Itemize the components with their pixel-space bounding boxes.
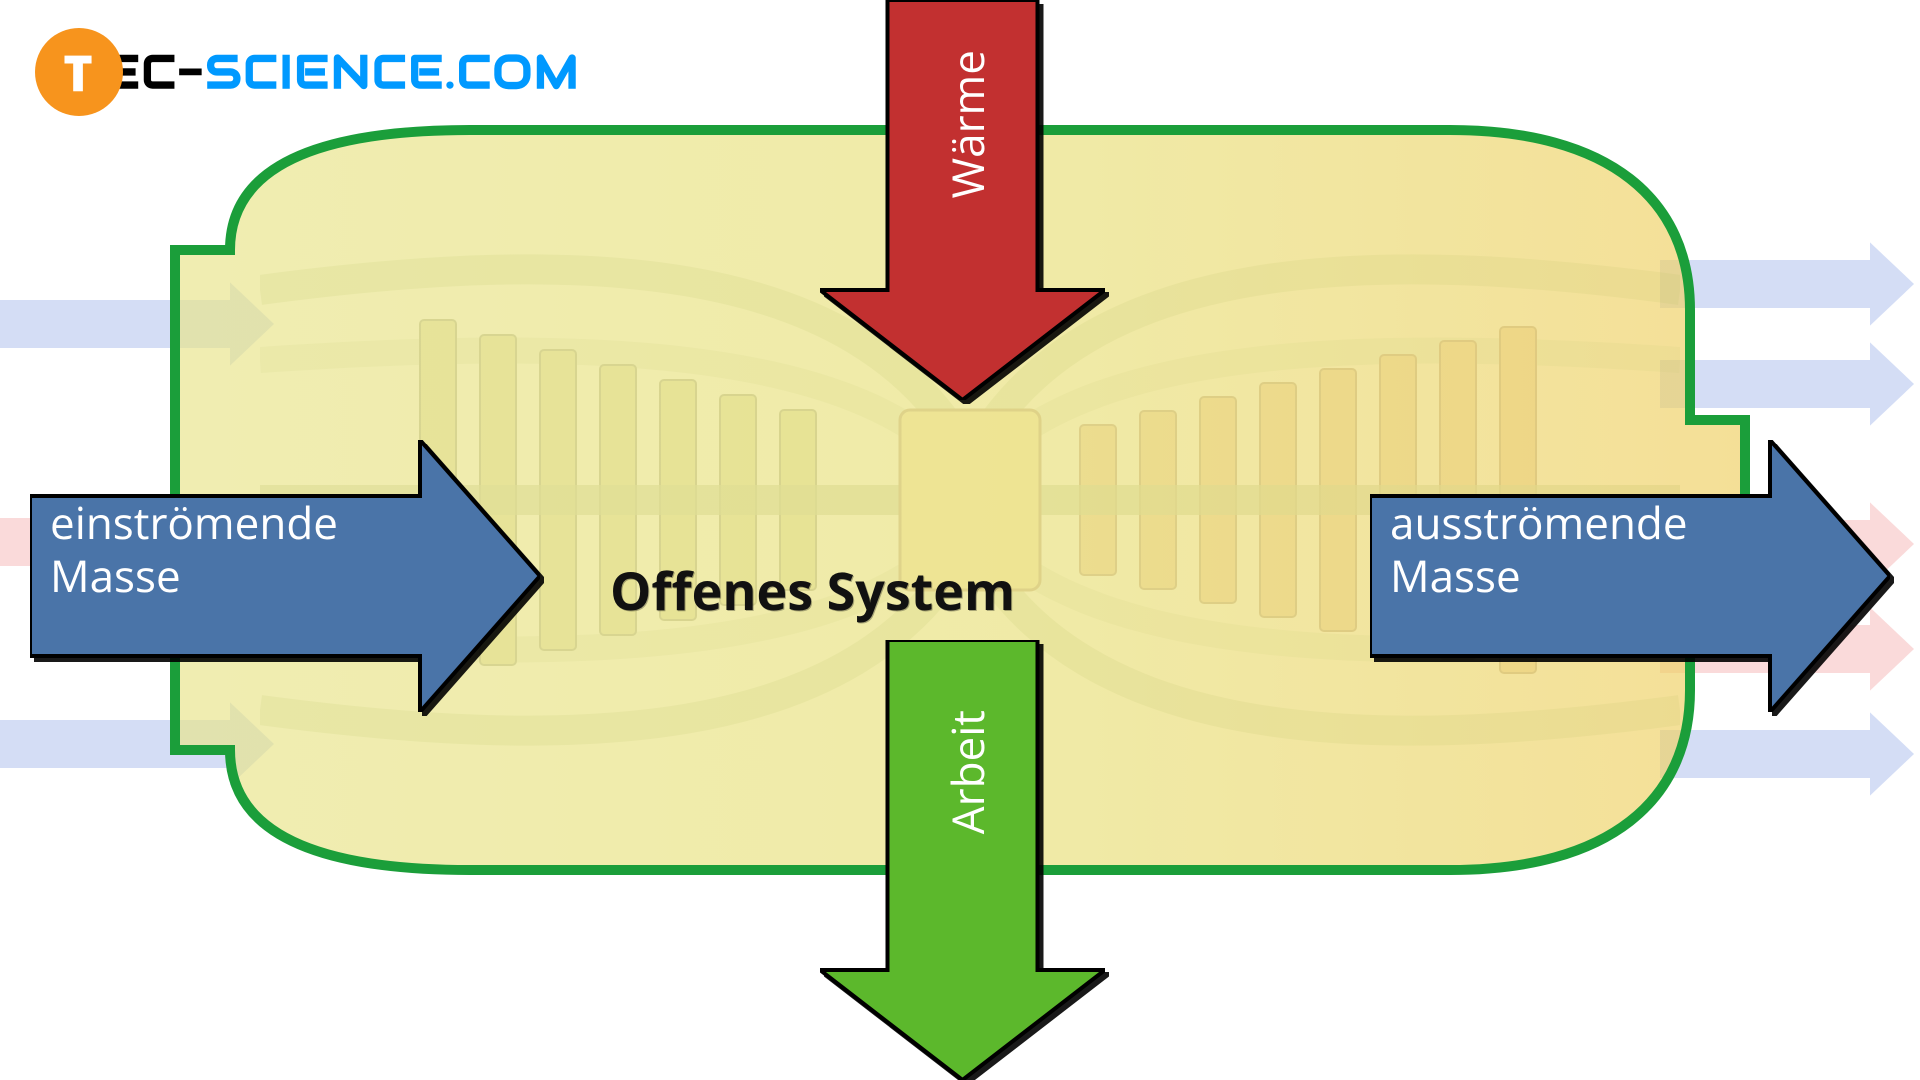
mass-out-caption: ausströmendeMasse	[1390, 496, 1688, 602]
mass-in-caption: einströmendeMasse	[50, 496, 338, 602]
work-arrow: Arbeit	[820, 640, 1105, 1080]
system-title: Offenes System	[610, 555, 1015, 626]
heat-arrow: Wärme	[820, 0, 1105, 400]
work-arrow-label: Arbeit	[937, 710, 997, 834]
heat-arrow-label: Wärme	[937, 50, 997, 199]
